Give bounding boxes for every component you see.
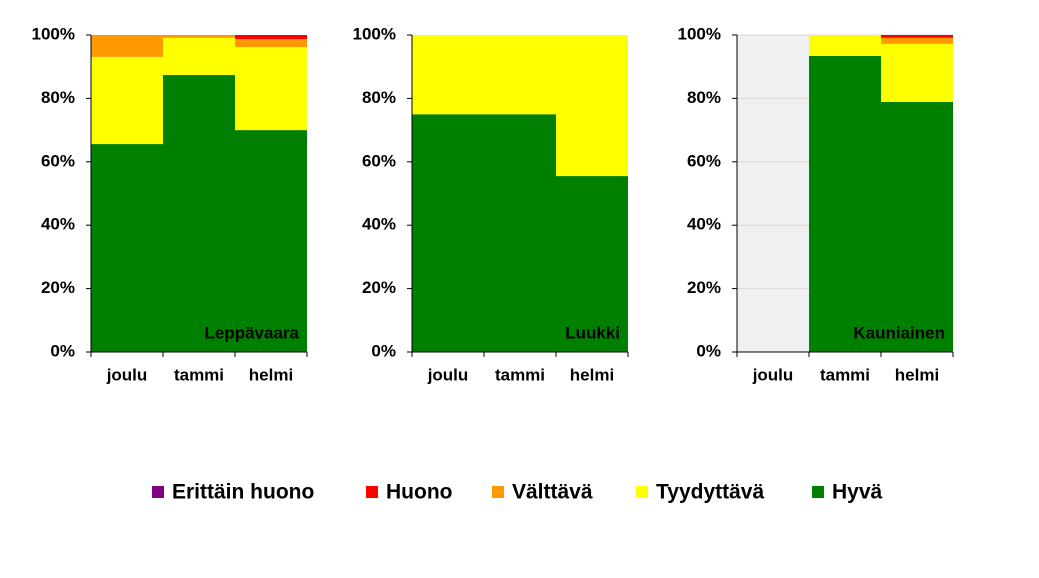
y-tick-label: 0%: [50, 341, 75, 360]
bar-segment: [556, 176, 628, 352]
legend-swatch: [812, 486, 824, 498]
chart-label: Leppävaara: [205, 323, 300, 342]
x-tick-label: helmi: [895, 365, 939, 384]
chart-label: Kauniainen: [853, 323, 945, 342]
bar-segment: [484, 35, 556, 115]
bar-segment: [91, 56, 163, 145]
x-tick-label: joulu: [106, 365, 148, 384]
x-tick-label: joulu: [752, 365, 794, 384]
y-tick-label: 100%: [353, 24, 396, 43]
bar-segment: [881, 101, 953, 353]
y-tick-label: 40%: [362, 215, 396, 234]
bar-segment: [881, 43, 953, 102]
x-tick-label: tammi: [495, 365, 545, 384]
bar-segment: [412, 35, 484, 115]
y-tick-label: 40%: [687, 215, 721, 234]
y-tick-label: 60%: [41, 151, 75, 170]
bar-segment: [235, 35, 307, 40]
x-tick-label: helmi: [249, 365, 293, 384]
x-tick-label: joulu: [427, 365, 469, 384]
legend-label: Erittäin huono: [172, 481, 314, 504]
bar-segment: [163, 35, 235, 38]
legend-swatch: [636, 486, 648, 498]
y-tick-label: 80%: [41, 88, 75, 107]
x-tick-label: tammi: [820, 365, 870, 384]
y-tick-label: 0%: [696, 341, 721, 360]
y-tick-label: 20%: [687, 278, 721, 297]
y-tick-label: 0%: [371, 341, 396, 360]
bar-segment: [235, 39, 307, 48]
y-tick-label: 80%: [687, 88, 721, 107]
chart-label: Luukki: [565, 323, 620, 342]
bar-segment: [881, 35, 953, 38]
y-tick-label: 80%: [362, 88, 396, 107]
bar-segment: [484, 114, 556, 352]
bar-segment: [809, 35, 881, 56]
y-tick-label: 20%: [362, 278, 396, 297]
bar-segment: [91, 144, 163, 352]
bar-segment: [235, 47, 307, 131]
legend-swatch: [152, 486, 164, 498]
y-tick-label: 20%: [41, 278, 75, 297]
bar-segment: [163, 37, 235, 75]
bar-segment: [91, 35, 163, 57]
x-tick-label: tammi: [174, 365, 224, 384]
bar-segment: [235, 130, 307, 352]
bar-segment: [163, 74, 235, 352]
y-tick-label: 100%: [678, 24, 721, 43]
legend-label: Välttävä: [512, 481, 593, 504]
x-tick-label: helmi: [570, 365, 614, 384]
legend-label: Huono: [386, 481, 452, 504]
legend-label: Tyydyttävä: [656, 481, 764, 504]
bar-segment: [556, 35, 628, 177]
bar-segment: [412, 114, 484, 352]
legend-label: Hyvä: [832, 481, 883, 504]
legend-swatch: [492, 486, 504, 498]
y-tick-label: 60%: [362, 151, 396, 170]
y-tick-label: 100%: [32, 24, 75, 43]
y-tick-label: 40%: [41, 215, 75, 234]
legend-swatch: [366, 486, 378, 498]
y-tick-label: 60%: [687, 151, 721, 170]
bar-segment: [881, 37, 953, 44]
bar-segment: [809, 55, 881, 353]
